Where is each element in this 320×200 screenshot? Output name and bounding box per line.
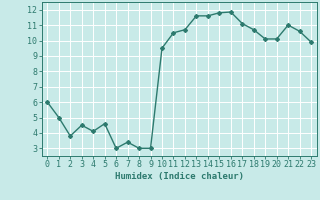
X-axis label: Humidex (Indice chaleur): Humidex (Indice chaleur) xyxy=(115,172,244,181)
